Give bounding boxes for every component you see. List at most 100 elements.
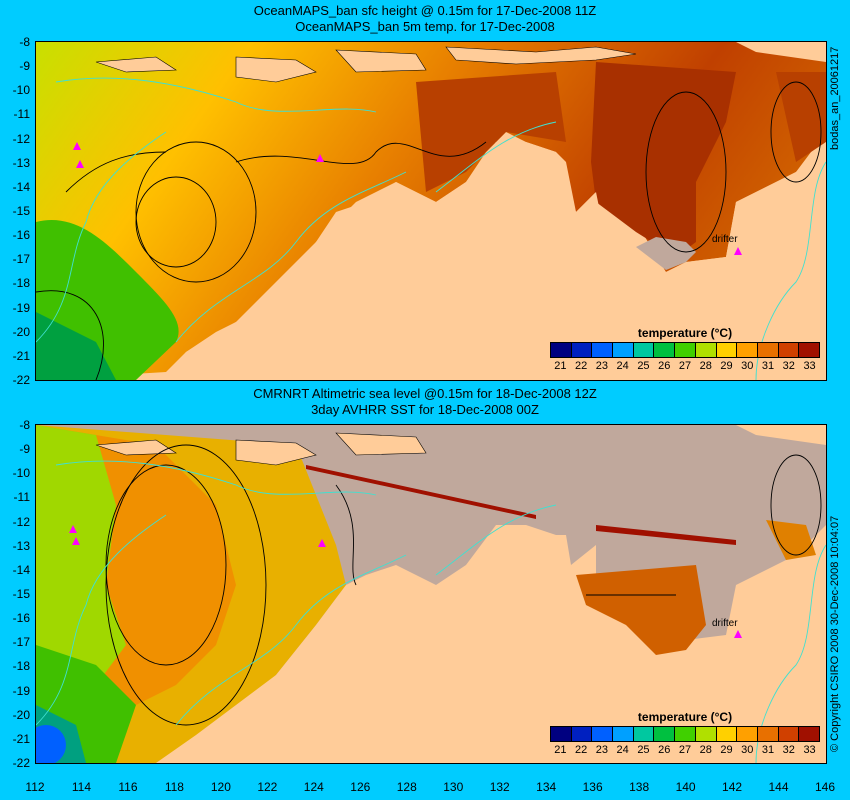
- legend-swatch: [675, 727, 696, 741]
- x-tick-label: 122: [257, 780, 278, 794]
- legend-tick-label: 31: [761, 360, 775, 372]
- legend-swatch: [737, 343, 758, 357]
- y-tick-label: -22: [12, 373, 30, 387]
- legend-swatch: [613, 343, 634, 357]
- legend-swatch: [716, 727, 738, 741]
- x-tick-label: 146: [814, 780, 836, 794]
- top-legend-ticks: 21 22 23 24 25 26 27 28 29 30 31 32 33: [550, 360, 820, 372]
- legend-tick-label: 33: [803, 744, 816, 756]
- legend-tick-label: 26: [658, 744, 671, 756]
- x-tick-label: 136: [582, 780, 603, 794]
- y-tick-label: -14: [12, 562, 30, 577]
- y-tick-label: -18: [12, 276, 30, 291]
- drifter-marker: [69, 525, 77, 533]
- legend-tick-label: 26: [658, 360, 671, 372]
- legend-tick-label: 23: [595, 360, 609, 372]
- top-map-svg: [36, 42, 826, 380]
- y-tick-label: -19: [12, 683, 30, 698]
- legend-swatch: [716, 343, 738, 357]
- y-tick-label: -12: [12, 131, 30, 146]
- top-legend-title: temperature (°C): [637, 326, 733, 340]
- x-tick-label: 138: [629, 780, 650, 794]
- x-tick-label: 120: [210, 780, 231, 794]
- legend-tick-label: 30: [741, 360, 754, 372]
- top-contours: [36, 81, 822, 380]
- top-no-data: [636, 237, 696, 270]
- drifter-marker: [73, 142, 81, 150]
- legend-tick-label: 33: [803, 360, 816, 372]
- legend-tick-label: 24: [616, 360, 629, 372]
- y-tick-label: -21: [12, 348, 30, 363]
- bottom-gulf-sst: [576, 565, 706, 655]
- legend-swatch: [695, 343, 717, 357]
- legend-swatch: [799, 727, 819, 741]
- legend-swatch: [571, 343, 593, 357]
- top-map-panel: [35, 41, 827, 381]
- y-tick-label: -13: [12, 155, 30, 170]
- legend-tick-label: 22: [575, 744, 588, 756]
- legend-swatch: [757, 343, 779, 357]
- x-tick-label: 118: [164, 780, 184, 794]
- x-tick-label: 112: [25, 780, 45, 794]
- bottom-legend-title: temperature (°C): [637, 710, 733, 724]
- bottom-title-line2: 3day AVHRR SST for 18-Dec-2008 00Z: [311, 402, 539, 417]
- legend-tick-label: 29: [720, 360, 733, 372]
- x-tick-label: 114: [71, 780, 92, 794]
- y-tick-label: -17: [12, 252, 30, 267]
- y-tick-label: -22: [12, 756, 30, 770]
- y-tick-label: -8: [19, 35, 30, 49]
- y-tick-label: -11: [13, 107, 30, 122]
- legend-swatch: [571, 727, 593, 741]
- y-tick-label: -15: [12, 587, 30, 601]
- legend-tick-label: 21: [554, 360, 567, 372]
- legend-tick-label: 30: [741, 744, 754, 756]
- x-tick-label: 142: [722, 780, 743, 794]
- legend-swatch: [737, 727, 758, 741]
- x-tick-label: 144: [768, 780, 789, 794]
- y-tick-label: -20: [12, 707, 30, 722]
- bottom-legend-ticks: 21 22 23 24 25 26 27 28 29 30 31 32 33: [550, 744, 820, 756]
- x-tick-label: 130: [443, 780, 464, 794]
- y-tick-label: -20: [12, 324, 30, 339]
- y-tick-label: -15: [12, 204, 30, 218]
- x-tick-label: 116: [118, 780, 138, 794]
- y-tick-label: -8: [19, 418, 30, 432]
- y-tick-label: -9: [19, 59, 30, 74]
- x-tick-label: 134: [536, 780, 557, 794]
- bottom-map-panel: [35, 424, 827, 764]
- legend-swatch: [592, 727, 614, 741]
- bottom-contours: [105, 444, 822, 726]
- legend-swatch: [551, 343, 572, 357]
- bottom-map-svg: [36, 425, 826, 763]
- top-side-label: bodas_an_20061217: [829, 46, 841, 150]
- y-tick-label: -9: [19, 442, 30, 457]
- top-legend-colorbar: [550, 342, 820, 358]
- x-tick-label: 140: [675, 780, 696, 794]
- y-tick-label: -11: [13, 490, 30, 505]
- legend-swatch: [613, 727, 634, 741]
- legend-tick-label: 21: [554, 744, 567, 756]
- y-tick-label: -17: [12, 635, 30, 650]
- x-tick-label: 128: [396, 780, 417, 794]
- top-drifter-label: drifter: [712, 234, 738, 245]
- top-gulf-warm: [591, 62, 736, 257]
- bottom-title-line1: CMRNRT Altimetric sea level @0.15m for 1…: [253, 386, 597, 401]
- legend-tick-label: 27: [678, 744, 692, 756]
- legend-swatch: [654, 727, 676, 741]
- y-tick-label: -10: [12, 466, 30, 481]
- top-legend: temperature (°C) 21 22 23 24 25 26 27 28 29 30 31 3…: [550, 326, 820, 372]
- legend-tick-label: 28: [699, 744, 712, 756]
- legend-swatch: [695, 727, 717, 741]
- legend-swatch: [551, 727, 572, 741]
- legend-swatch: [757, 727, 779, 741]
- legend-tick-label: 22: [575, 360, 588, 372]
- bottom-side-label: © Copyright CSIRO 2008 30-Dec-2008 10:04…: [829, 515, 841, 752]
- bottom-legend-colorbar: [550, 726, 820, 742]
- legend-swatch: [778, 343, 800, 357]
- y-tick-label: -16: [12, 228, 30, 243]
- legend-swatch: [654, 343, 676, 357]
- legend-swatch: [633, 343, 655, 357]
- legend-tick-label: 25: [637, 360, 650, 372]
- top-title-line1: OceanMAPS_ban sfc height @ 0.15m for 17-…: [253, 3, 597, 18]
- legend-swatch: [675, 343, 696, 357]
